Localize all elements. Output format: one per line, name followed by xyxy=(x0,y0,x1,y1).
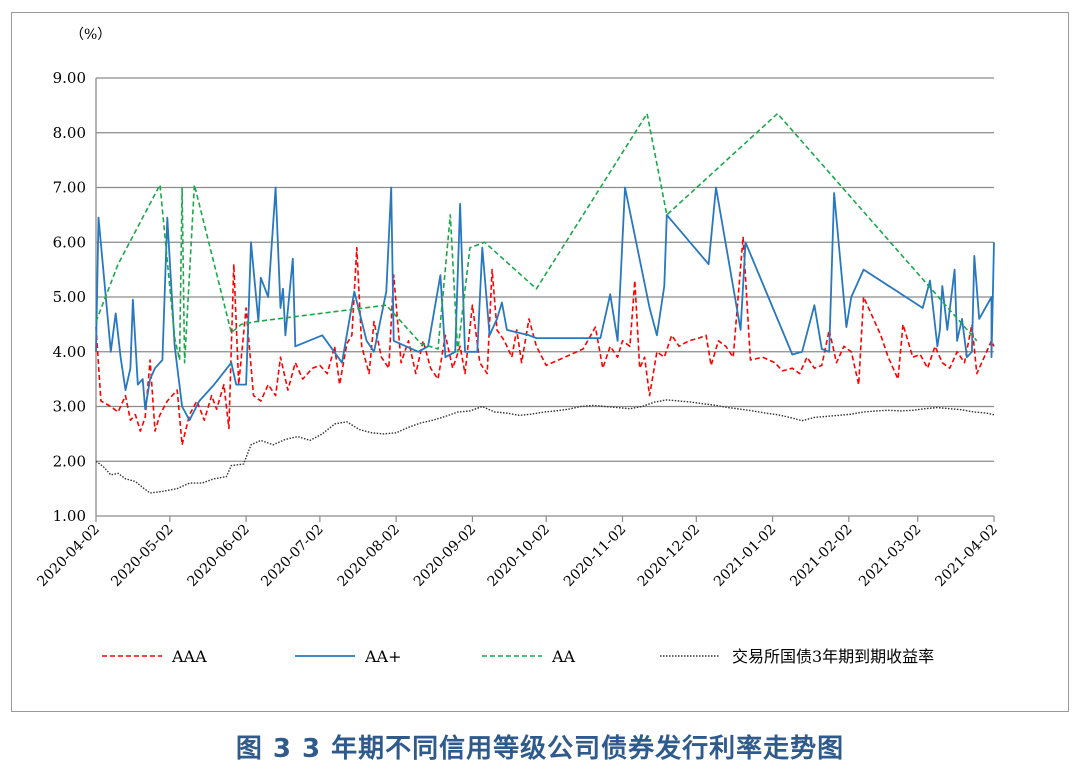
series-line-1 xyxy=(95,186,995,422)
x-tick-label: 2020-11-02 xyxy=(561,522,629,590)
series-line-0 xyxy=(95,236,995,446)
series-line-3 xyxy=(95,399,995,494)
x-tick-label: 2021-03-02 xyxy=(856,522,924,590)
x-tick-label: 2021-02-02 xyxy=(787,522,855,590)
y-tick-label: 2.00 xyxy=(53,452,86,470)
x-tick-label: 2020-10-02 xyxy=(485,522,553,590)
x-tick-label: 2020-05-02 xyxy=(108,522,176,590)
x-tick-label: 2020-08-02 xyxy=(335,522,403,590)
y-tick-label: 1.00 xyxy=(53,507,86,525)
legend-label-1: AA+ xyxy=(364,647,402,666)
y-tick-label: 9.00 xyxy=(53,69,86,87)
chart-frame: 1.00 2.00 3.00 4.00 5.00 6.00 7.00 8.00 9.00 （%） 2… xyxy=(11,12,1069,712)
y-tick-label: 3.00 xyxy=(53,398,86,416)
y-tick-label: 8.00 xyxy=(53,124,86,142)
x-tick-label: 2021-04-02 xyxy=(932,522,1000,590)
y-tick-label: 7.00 xyxy=(53,179,86,197)
x-tick-label: 2020-09-02 xyxy=(411,522,479,590)
y-tick-label: 6.00 xyxy=(53,233,86,251)
y-tick-label: 5.00 xyxy=(53,288,86,306)
y-tick-label: 4.00 xyxy=(53,343,86,361)
y-axis-label: （%） xyxy=(70,27,111,43)
x-tick-label: 2020-12-02 xyxy=(635,522,703,590)
x-tick-label: 2020-04-02 xyxy=(34,522,102,590)
legend-label-0: AAA xyxy=(171,647,207,666)
x-tick-label: 2021-01-02 xyxy=(711,522,779,590)
legend-label-2: AA xyxy=(551,647,576,666)
legend-label-3: 交易所国债3年期到期收益率 xyxy=(732,647,934,666)
series-line-2 xyxy=(95,112,978,364)
x-tick-label: 2020-07-02 xyxy=(258,522,326,590)
figure-caption: 图 3 3 年期不同信用等级公司债券发行利率走势图 xyxy=(235,734,845,764)
x-tick-label: 2020-06-02 xyxy=(185,522,253,590)
chart-svg: 1.00 2.00 3.00 4.00 5.00 6.00 7.00 8.00 9.00 （%） 2… xyxy=(34,27,1000,666)
